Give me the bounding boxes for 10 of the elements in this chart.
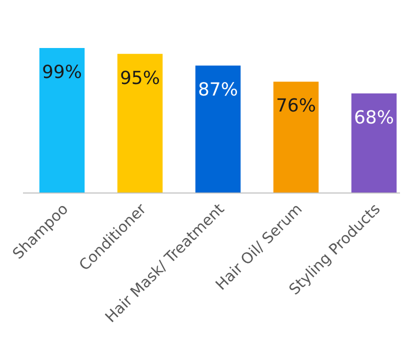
bar <box>195 66 241 193</box>
data-label: 76% <box>276 96 316 117</box>
bar <box>273 82 319 193</box>
data-label: 87% <box>198 80 238 101</box>
data-label: 99% <box>42 62 82 83</box>
bar <box>39 48 85 193</box>
bar <box>351 93 397 193</box>
data-label: 68% <box>354 107 394 128</box>
data-label: 95% <box>120 68 160 89</box>
bar <box>117 54 163 193</box>
